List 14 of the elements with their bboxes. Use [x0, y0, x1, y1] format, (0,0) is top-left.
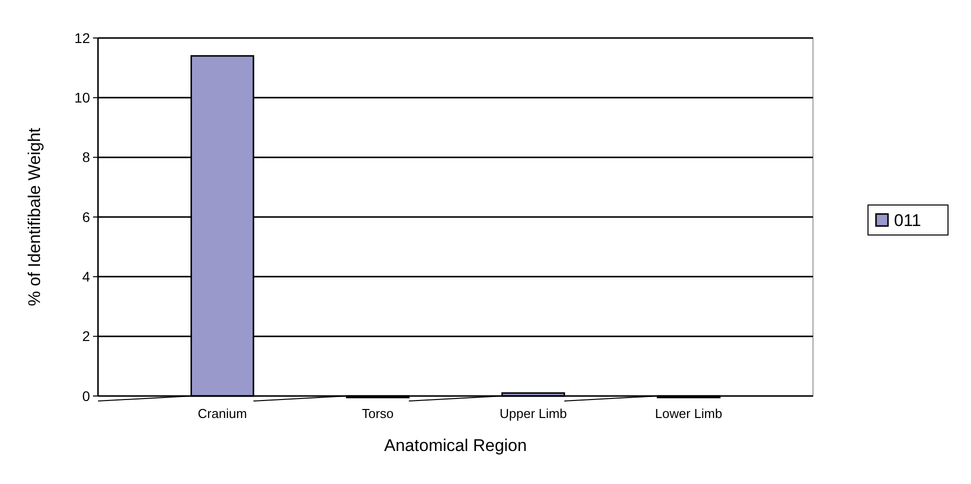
x-axis-title: Anatomical Region [384, 436, 527, 455]
y-tick-label: 8 [82, 149, 90, 166]
y-axis-title: % of Identifibale Weight [25, 128, 44, 306]
legend-label: 011 [894, 210, 922, 230]
y-tick-label: 10 [74, 90, 90, 106]
y-tick-label: 0 [82, 388, 90, 404]
x-tick-label: Cranium [198, 406, 247, 421]
x-tick-label: Lower Limb [655, 406, 722, 421]
y-tick-label: 6 [82, 208, 90, 225]
y-tick-label: 4 [82, 268, 90, 285]
y-tick-label: 2 [82, 328, 90, 344]
x-tick-label: Upper Limb [500, 406, 567, 421]
y-tick-label: 12 [74, 30, 90, 46]
x-tick-label: Torso [362, 406, 394, 421]
